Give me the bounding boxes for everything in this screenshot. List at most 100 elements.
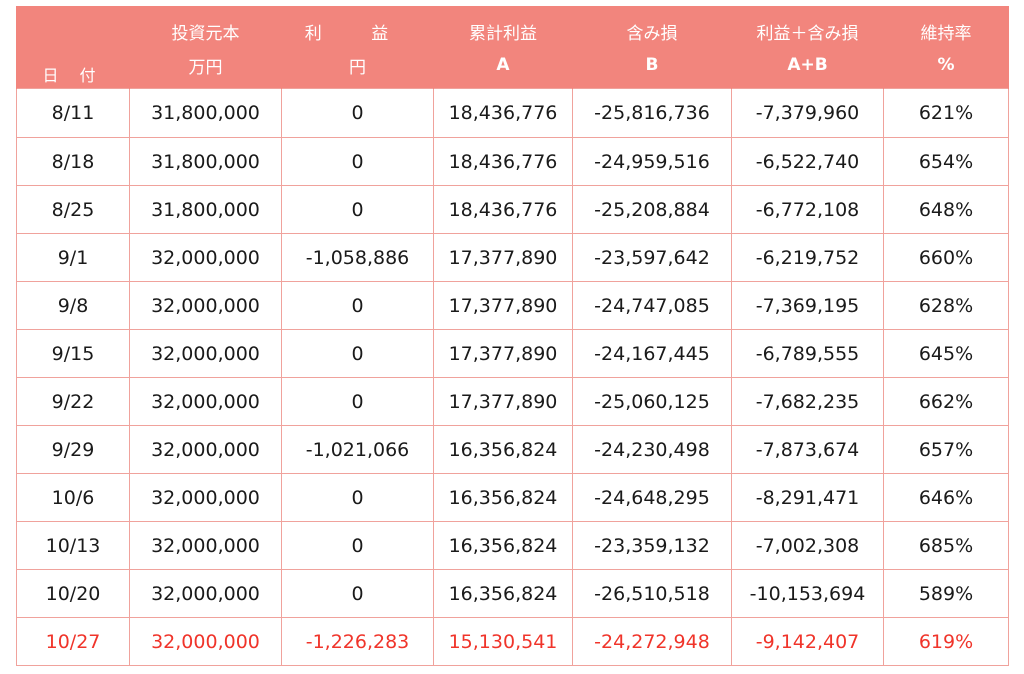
cell-cumulative: 17,377,890	[433, 233, 573, 282]
cell-unrealized: -24,230,498	[572, 425, 732, 474]
cell-profit: 0	[281, 137, 434, 186]
header-total-sub: A+B	[731, 46, 884, 89]
cell-profit: 0	[281, 377, 434, 426]
cell-cumulative: 17,377,890	[433, 281, 573, 330]
cell-date: 10/20	[16, 569, 130, 618]
cell-cumulative: 16,356,824	[433, 569, 573, 618]
cell-date: 10/27	[16, 617, 130, 666]
table-row: 8/18 31,800,000 0 18,436,776 -24,959,516 -6,5…	[16, 137, 1009, 186]
cell-profit: -1,021,066	[281, 425, 434, 474]
cell-ratio: 660%	[883, 233, 1009, 282]
cell-ratio: 589%	[883, 569, 1009, 618]
cell-total: -6,522,740	[731, 137, 884, 186]
cell-total: -7,369,195	[731, 281, 884, 330]
cell-profit: 0	[281, 473, 434, 522]
cell-ratio: 646%	[883, 473, 1009, 522]
table-row: 8/11 31,800,000 0 18,436,776 -25,816,736 -7,3…	[16, 88, 1009, 138]
cell-unrealized: -24,167,445	[572, 329, 732, 378]
cell-ratio: 657%	[883, 425, 1009, 474]
header-unrealized-sub: B	[572, 46, 732, 89]
cell-principal: 31,800,000	[129, 185, 282, 234]
cell-cumulative: 17,377,890	[433, 377, 573, 426]
cell-unrealized: -24,272,948	[572, 617, 732, 666]
cell-unrealized: -26,510,518	[572, 569, 732, 618]
table-row: 9/8 32,000,000 0 17,377,890 -24,747,085 -7,36…	[16, 281, 1009, 330]
cell-principal: 32,000,000	[129, 521, 282, 570]
cell-total: -10,153,694	[731, 569, 884, 618]
cell-principal: 32,000,000	[129, 617, 282, 666]
cell-total: -9,142,407	[731, 617, 884, 666]
cell-ratio: 619%	[883, 617, 1009, 666]
table-row: 10/13 32,000,000 0 16,356,824 -23,359,132 -7,…	[16, 521, 1009, 570]
header-unrealized: 含み損	[572, 6, 732, 46]
cell-principal: 32,000,000	[129, 281, 282, 330]
header-ratio-sub: %	[883, 46, 1009, 89]
cell-cumulative: 17,377,890	[433, 329, 573, 378]
cell-total: -8,291,471	[731, 473, 884, 522]
cell-date: 8/11	[16, 88, 130, 138]
table-row: 8/25 31,800,000 0 18,436,776 -25,208,884 -6,7…	[16, 185, 1009, 234]
cell-principal: 32,000,000	[129, 425, 282, 474]
header-date: 日 付	[16, 6, 130, 89]
cell-principal: 31,800,000	[129, 137, 282, 186]
weekly-profit-table: 日 付 投資元本 利 益 累計利益 含み損 利益＋含み損 維持率 万円 円 A …	[16, 6, 1009, 666]
cell-unrealized: -24,648,295	[572, 473, 732, 522]
cell-cumulative: 16,356,824	[433, 425, 573, 474]
cell-profit: 0	[281, 521, 434, 570]
header-total: 利益＋含み損	[731, 6, 884, 46]
table-body: 8/11 31,800,000 0 18,436,776 -25,816,736 -7,3…	[16, 88, 1009, 666]
table-row: 9/22 32,000,000 0 17,377,890 -25,060,125 -7,6…	[16, 377, 1009, 426]
cell-profit: 0	[281, 281, 434, 330]
header-cumulative-sub: A	[433, 46, 573, 89]
cell-unrealized: -25,208,884	[572, 185, 732, 234]
cell-date: 9/22	[16, 377, 130, 426]
cell-ratio: 662%	[883, 377, 1009, 426]
cell-date: 9/29	[16, 425, 130, 474]
table-row: 9/29 32,000,000 -1,021,066 16,356,824 -24,23…	[16, 425, 1009, 474]
header-cumulative: 累計利益	[433, 6, 573, 46]
table-header: 日 付 投資元本 利 益 累計利益 含み損 利益＋含み損 維持率 万円 円 A …	[16, 6, 1009, 89]
cell-unrealized: -25,060,125	[572, 377, 732, 426]
cell-principal: 31,800,000	[129, 88, 282, 138]
table-row: 9/15 32,000,000 0 17,377,890 -24,167,445 -6,7…	[16, 329, 1009, 378]
table-row: 9/1 32,000,000 -1,058,886 17,377,890 -23,597…	[16, 233, 1009, 282]
cell-ratio: 645%	[883, 329, 1009, 378]
table-row: 10/6 32,000,000 0 16,356,824 -24,648,295 -8,2…	[16, 473, 1009, 522]
cell-ratio: 621%	[883, 88, 1009, 138]
cell-total: -6,789,555	[731, 329, 884, 378]
cell-principal: 32,000,000	[129, 473, 282, 522]
cell-cumulative: 18,436,776	[433, 88, 573, 138]
cell-date: 9/1	[16, 233, 130, 282]
table-row: 10/20 32,000,000 0 16,356,824 -26,510,518 -10…	[16, 569, 1009, 618]
cell-principal: 32,000,000	[129, 233, 282, 282]
cell-total: -7,873,674	[731, 425, 884, 474]
cell-unrealized: -23,597,642	[572, 233, 732, 282]
cell-unrealized: -25,816,736	[572, 88, 732, 138]
cell-total: -6,772,108	[731, 185, 884, 234]
cell-total: -7,379,960	[731, 88, 884, 138]
header-ratio: 維持率	[883, 6, 1009, 46]
cell-cumulative: 16,356,824	[433, 521, 573, 570]
cell-profit: 0	[281, 329, 434, 378]
cell-total: -7,682,235	[731, 377, 884, 426]
cell-total: -6,219,752	[731, 233, 884, 282]
cell-principal: 32,000,000	[129, 329, 282, 378]
cell-date: 10/6	[16, 473, 130, 522]
cell-cumulative: 15,130,541	[433, 617, 573, 666]
cell-date: 9/8	[16, 281, 130, 330]
cell-total: -7,002,308	[731, 521, 884, 570]
table-row: 10/27 32,000,000 -1,226,283 15,130,541 -24,2…	[16, 617, 1009, 666]
cell-profit: 0	[281, 185, 434, 234]
cell-date: 8/18	[16, 137, 130, 186]
cell-cumulative: 18,436,776	[433, 137, 573, 186]
cell-unrealized: -23,359,132	[572, 521, 732, 570]
cell-date: 9/15	[16, 329, 130, 378]
cell-unrealized: -24,959,516	[572, 137, 732, 186]
cell-profit: 0	[281, 88, 434, 138]
header-principal: 投資元本	[129, 6, 282, 46]
cell-ratio: 654%	[883, 137, 1009, 186]
cell-cumulative: 18,436,776	[433, 185, 573, 234]
cell-ratio: 685%	[883, 521, 1009, 570]
cell-profit: 0	[281, 569, 434, 618]
cell-unrealized: -24,747,085	[572, 281, 732, 330]
